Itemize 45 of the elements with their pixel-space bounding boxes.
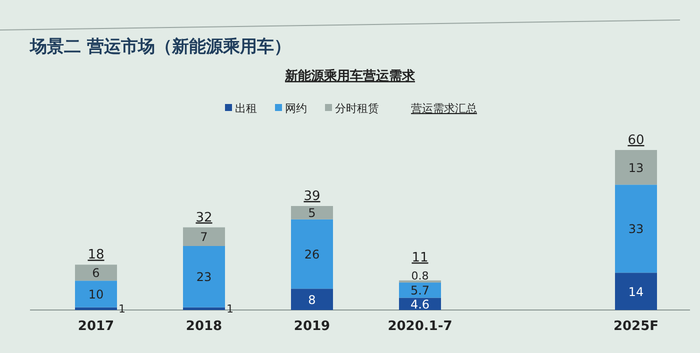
legend-label: 分时租赁: [335, 102, 379, 115]
data-label: 5: [308, 206, 316, 220]
data-label: 14: [628, 284, 644, 299]
data-label: 7: [200, 230, 208, 244]
data-label: 8: [308, 292, 316, 307]
total-label: 32: [196, 210, 212, 226]
bar: [399, 280, 441, 283]
bar: [75, 280, 117, 308]
bar: [291, 288, 333, 310]
data-label: 0.8: [411, 269, 429, 282]
bar: [183, 307, 225, 310]
bar: [291, 219, 333, 289]
total-label: 11: [412, 250, 428, 266]
data-label: 10: [88, 288, 104, 302]
bar: [615, 272, 657, 310]
data-label: 6: [92, 266, 100, 280]
bar: [399, 282, 441, 298]
total-label: 60: [628, 133, 644, 148]
x-tick-label: 2019: [294, 319, 330, 334]
chart-subtitle: 新能源乘用车营运需求: [284, 68, 416, 84]
data-label: 5.7: [410, 284, 430, 298]
total-label: 39: [304, 189, 320, 204]
bar: [291, 206, 333, 220]
data-label: 13: [628, 160, 644, 175]
data-label: 26: [304, 248, 320, 262]
data-label: 1: [226, 302, 234, 316]
x-tick-label: 2020.1-7: [388, 319, 452, 334]
text: 营运需求汇总: [411, 102, 477, 115]
bar: [183, 246, 225, 308]
bar: [75, 264, 117, 281]
data-label: 23: [196, 270, 212, 284]
total-label: 18: [88, 248, 104, 263]
x-tick-label: 2018: [186, 319, 222, 334]
x-tick-label: 2025F: [613, 319, 659, 334]
x-tick-label: 2017: [78, 319, 114, 334]
bar: [615, 150, 657, 185]
bar: [615, 184, 657, 273]
data-label: 4.6: [410, 297, 430, 312]
bar: [183, 227, 225, 246]
chart-title: 场景二 营运市场（新能源乘用车）: [29, 37, 291, 57]
legend-label: 出租: [235, 102, 257, 115]
legend-label: 网约: [285, 102, 307, 115]
data-label: 1: [118, 302, 126, 316]
data-label: 33: [628, 222, 644, 236]
bar: [75, 307, 117, 310]
